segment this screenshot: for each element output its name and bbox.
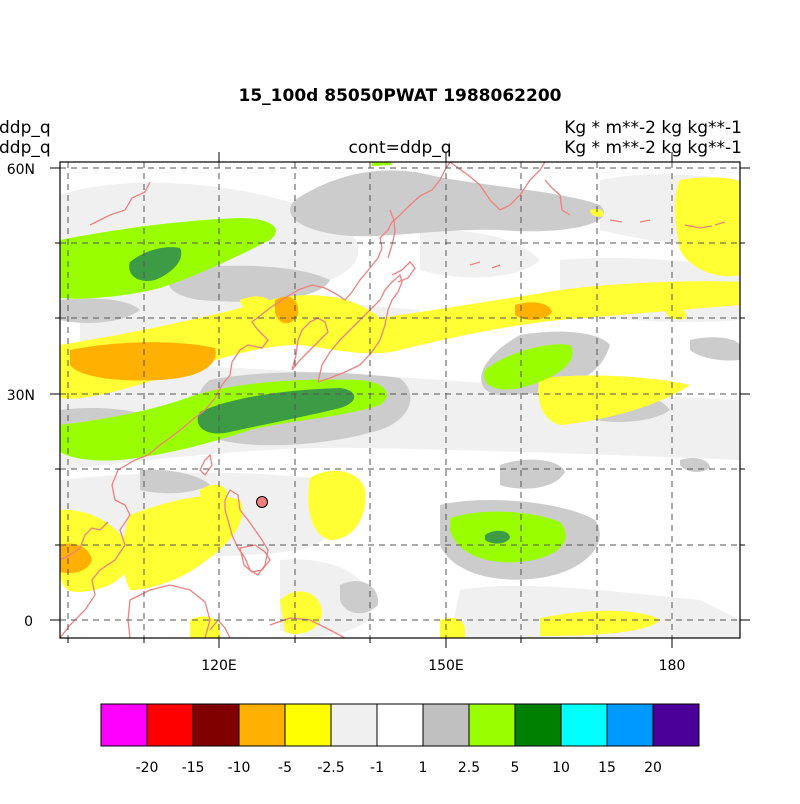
map-grid: [60, 162, 740, 638]
coastline-taiwan: [199, 453, 213, 477]
colorbar-swatch: [652, 703, 700, 747]
colorbar-swatch: [192, 703, 240, 747]
colorbar-swatch: [284, 703, 332, 747]
coastline-hokkaido: [391, 261, 416, 283]
coastline-korea: [291, 317, 329, 371]
colorbar-tick-label: -10: [228, 760, 251, 776]
coastlines: [60, 162, 726, 638]
coastline-sulawesi: [209, 618, 231, 638]
colorbar-swatch: [560, 703, 608, 747]
lat-label-30n: 30N: [7, 388, 35, 404]
colorbar-tick-label: -5: [278, 760, 292, 776]
right-label-1: Kg * m**-2 kg kg**-1: [564, 118, 742, 138]
colorbar-labels: -20 -15 -10 -5 -2.5 -1 1 2.5 5 10 15 20: [136, 760, 662, 776]
map-frame: [59, 161, 741, 639]
colorbar-swatch: [514, 703, 562, 747]
colorbar-tick-label: -20: [136, 760, 159, 776]
left-label-2: ddp_q: [0, 138, 51, 158]
center-label: cont=ddp_q: [348, 138, 451, 158]
colorbar-tick-label: 10: [552, 760, 570, 776]
colorbar-tick-label: -2.5: [317, 760, 344, 776]
colorbar: [100, 703, 700, 747]
main-title: 15_100d 85050PWAT 1988062200: [239, 86, 562, 106]
colorbar-tick-label: 1: [419, 760, 428, 776]
coastline-china-south: [60, 521, 109, 561]
contour-fill-orange: [60, 296, 552, 574]
colorbar-swatch: [376, 703, 424, 747]
lat-label-0: 0: [24, 614, 33, 630]
colorbar-tick-label: -1: [370, 760, 384, 776]
colorbar-swatch: [100, 703, 148, 747]
colorbar-swatch: [238, 703, 286, 747]
coastline-mindanao: [239, 544, 271, 573]
typhoon-position-marker: [256, 496, 268, 508]
lon-label-180: 180: [659, 658, 686, 674]
colorbar-swatch: [468, 703, 516, 747]
coastline-sakhalin: [387, 209, 396, 259]
colorbar-tick-label: 20: [644, 760, 662, 776]
colorbar-tick-label: 5: [511, 760, 520, 776]
coastline-islands: [469, 219, 726, 269]
coastline-philippines: [224, 489, 269, 576]
colorbar-swatch: [422, 703, 470, 747]
coastline-russia-north: [89, 181, 151, 226]
colorbar-swatch: [606, 703, 654, 747]
lon-label-120e: 120E: [201, 658, 237, 674]
colorbar-swatch: [146, 703, 194, 747]
axis-ticks: [50, 152, 750, 648]
coastline-kamchatka-east: [544, 179, 571, 216]
coastline-kamchatka: [449, 162, 546, 211]
coastline-japan: [317, 273, 403, 383]
map-plot-area: [60, 162, 740, 638]
colorbar-tick-label: 15: [598, 760, 616, 776]
left-label-1: ddp_q: [0, 118, 51, 138]
colorbar-swatch: [330, 703, 378, 747]
coastline-east-asia: [60, 162, 451, 638]
colorbar-tick-label: -15: [182, 760, 205, 776]
colorbar-tick-label: 2.5: [458, 760, 480, 776]
right-label-2: Kg * m**-2 kg kg**-1: [564, 138, 742, 158]
lat-label-60n: 60N: [7, 162, 35, 178]
contour-fill-dark-green: [129, 247, 510, 544]
lon-label-150e: 150E: [428, 658, 464, 674]
